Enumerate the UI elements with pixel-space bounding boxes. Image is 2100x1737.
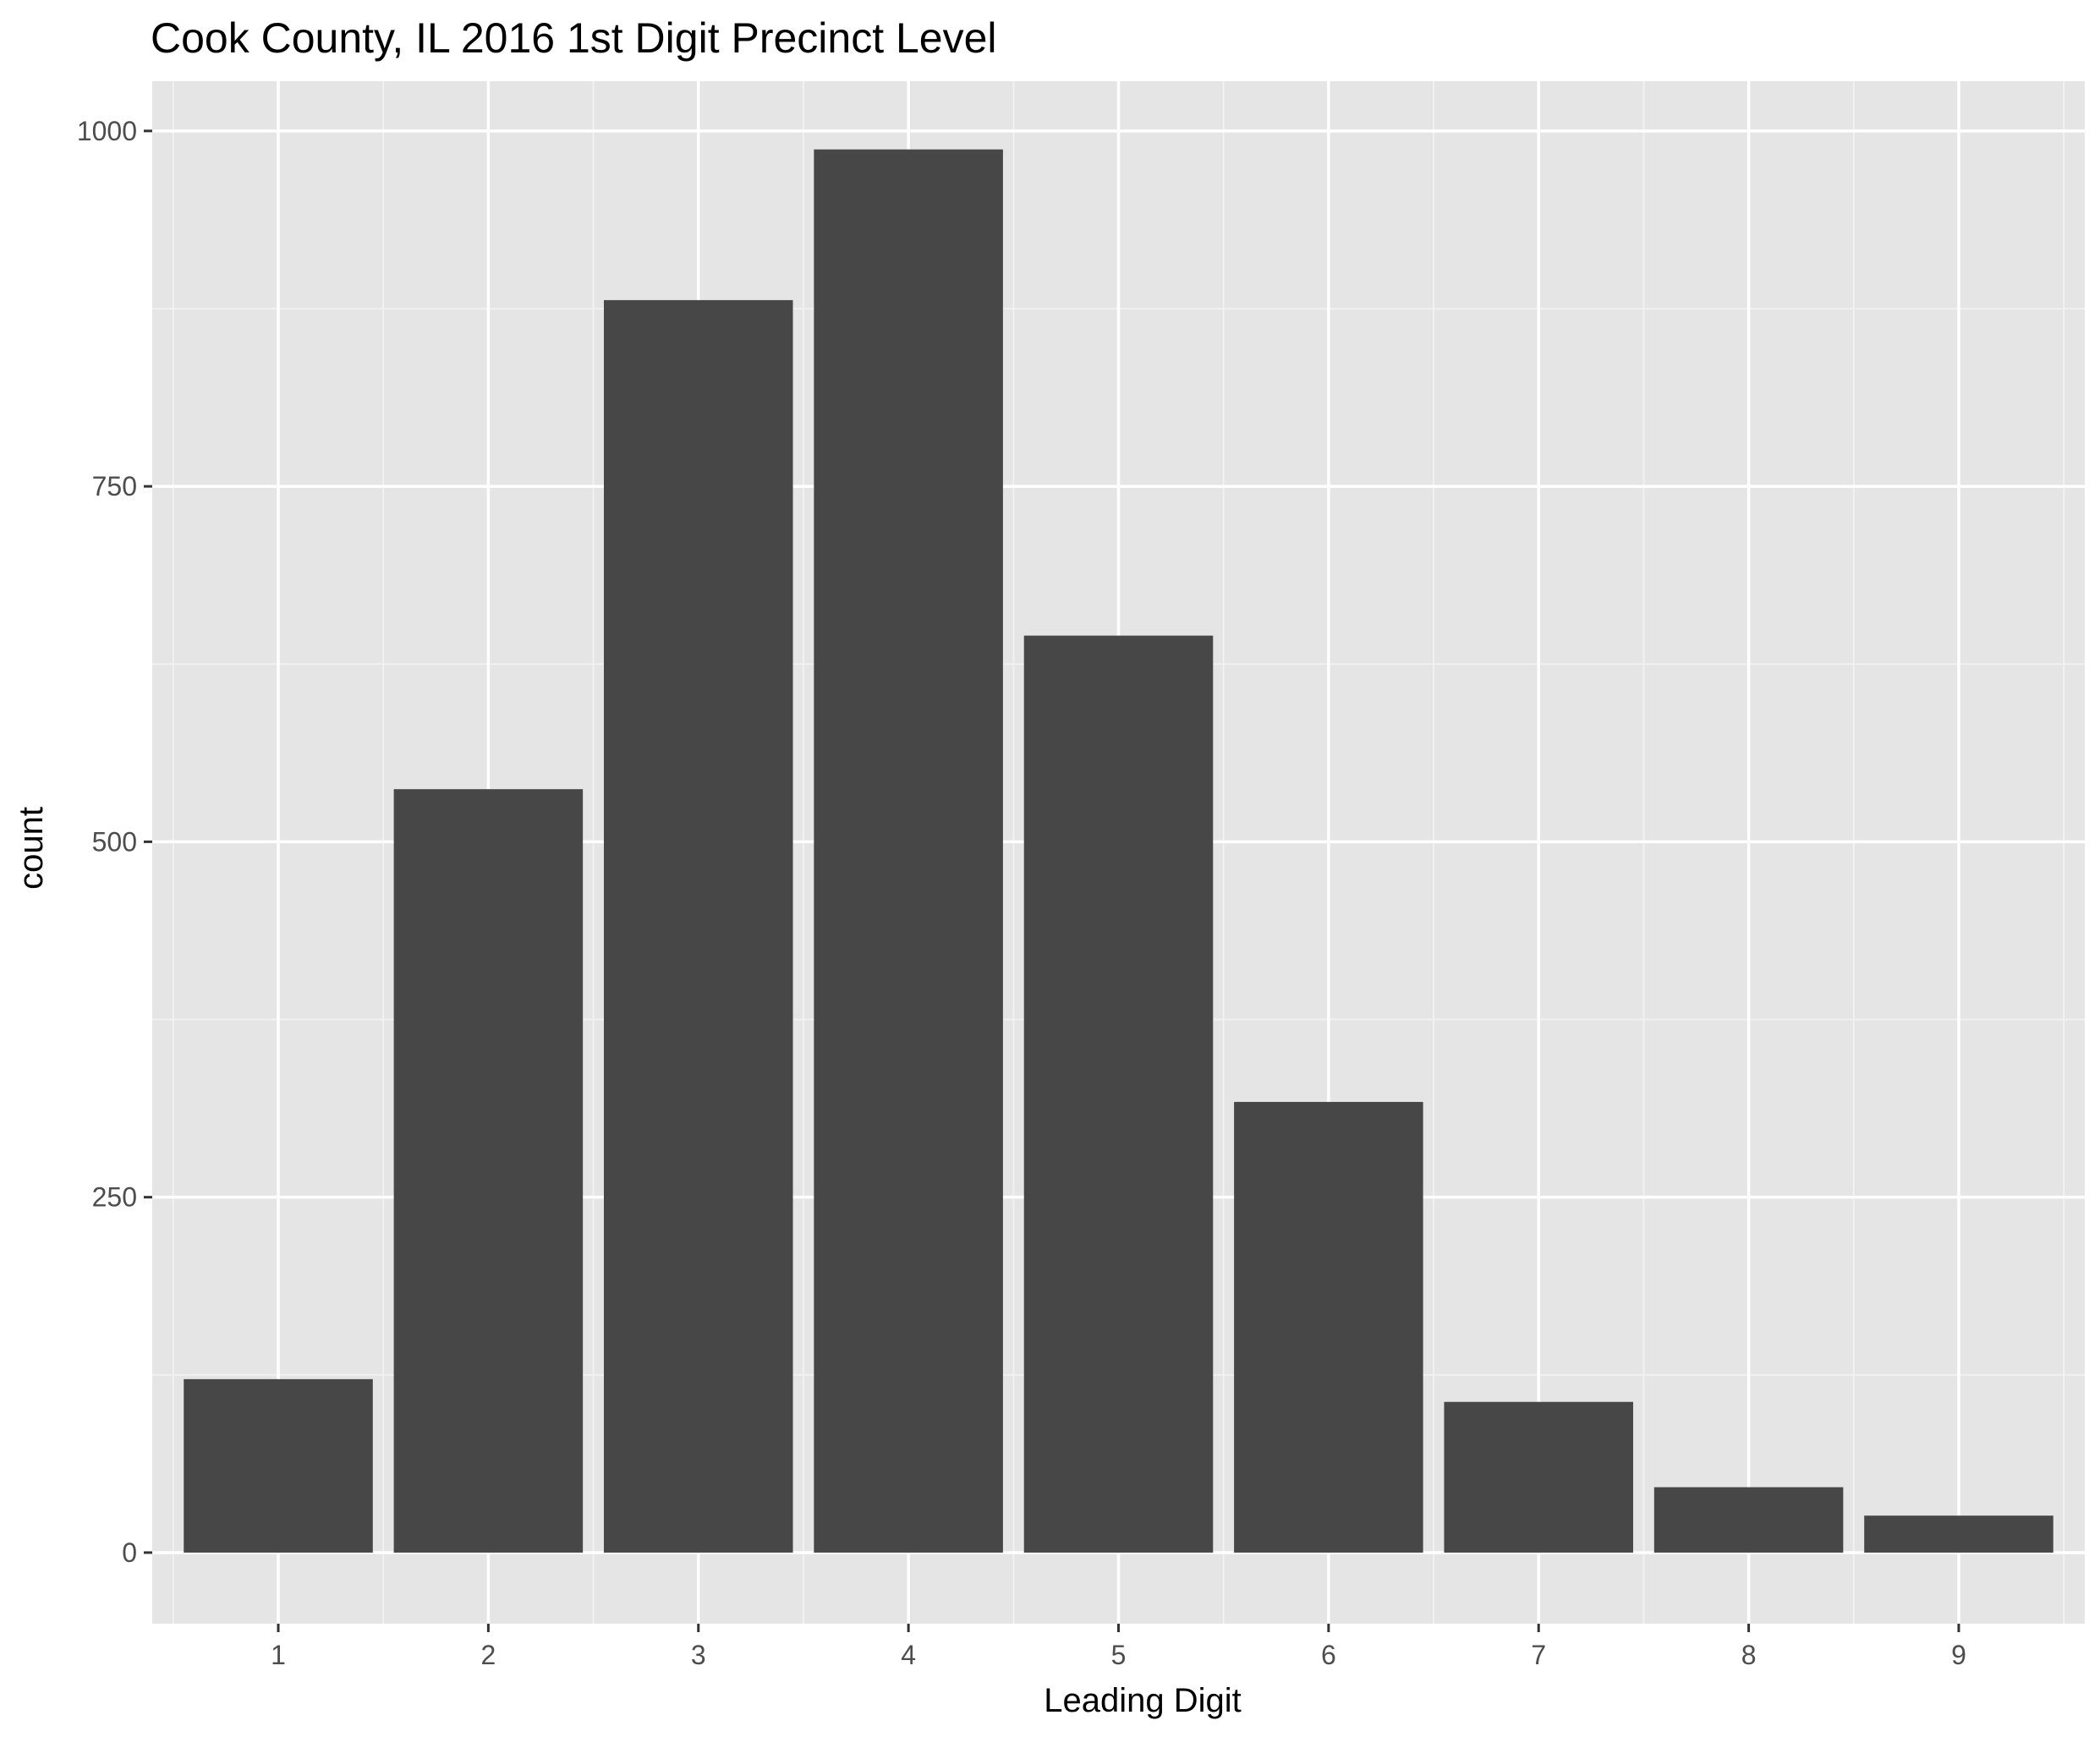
x-tick-label: 3 xyxy=(691,1640,706,1670)
x-tick-label: 2 xyxy=(480,1640,496,1670)
bar-1 xyxy=(184,1378,373,1553)
y-tick-label: 750 xyxy=(92,471,137,501)
y-tick-label: 0 xyxy=(122,1537,137,1568)
x-tick-label: 7 xyxy=(1531,1640,1546,1670)
bar-3 xyxy=(603,299,793,1553)
bar-6 xyxy=(1234,1102,1423,1553)
x-tick-label: 8 xyxy=(1741,1640,1757,1670)
bars xyxy=(184,149,2053,1553)
x-tick-label: 4 xyxy=(901,1640,916,1670)
y-axis-title: count xyxy=(13,807,50,890)
bar-2 xyxy=(393,789,584,1553)
axes: 0 250 500 750 1000 1 2 3 4 5 6 7 8 9 xyxy=(77,116,1966,1670)
bar-7 xyxy=(1444,1401,1634,1553)
x-tick-label: 5 xyxy=(1111,1640,1127,1670)
bar-9 xyxy=(1864,1515,2053,1553)
bar-8 xyxy=(1653,1487,1844,1553)
x-tick-label: 1 xyxy=(271,1640,286,1670)
x-tick-label: 9 xyxy=(1951,1640,1966,1670)
x-tick-label: 6 xyxy=(1321,1640,1336,1670)
chart-title: Cook County, IL 2016 1st Digit Precinct … xyxy=(151,14,997,62)
y-tick-label: 500 xyxy=(92,826,137,857)
bar-5 xyxy=(1023,635,1214,1553)
bar-4 xyxy=(814,149,1003,1553)
y-tick-label: 1000 xyxy=(77,116,137,146)
x-axis-title: Leading Digit xyxy=(1044,1682,1242,1719)
y-tick-label: 250 xyxy=(92,1182,137,1213)
